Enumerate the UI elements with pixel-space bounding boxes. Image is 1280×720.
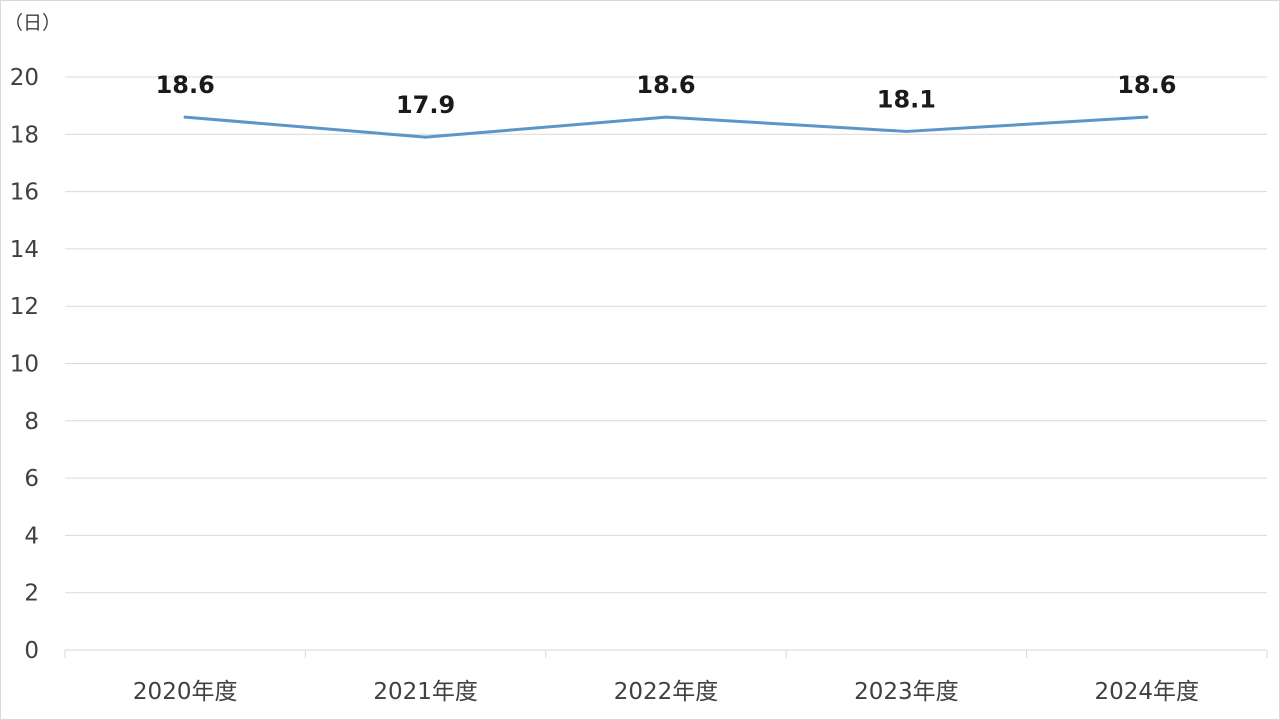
y-tick-label: 18 bbox=[10, 122, 39, 148]
y-tick-label: 8 bbox=[24, 409, 39, 435]
y-tick-label: 0 bbox=[24, 638, 39, 664]
y-axis-unit-label: （日） bbox=[4, 12, 61, 34]
y-tick-label: 12 bbox=[10, 294, 39, 320]
y-tick-label: 6 bbox=[24, 466, 39, 492]
data-point bbox=[904, 129, 908, 133]
data-point bbox=[183, 115, 187, 119]
x-tick-label: 2024年度 bbox=[1095, 679, 1200, 705]
data-point bbox=[664, 115, 668, 119]
x-tick-label: 2021年度 bbox=[373, 679, 478, 705]
data-label: 18.6 bbox=[156, 71, 215, 99]
x-tick-label: 2023年度 bbox=[854, 679, 959, 705]
y-tick-label: 2 bbox=[24, 581, 39, 607]
y-tick-label: 10 bbox=[10, 352, 39, 378]
gridlines bbox=[65, 76, 1267, 594]
data-label: 18.1 bbox=[877, 85, 936, 113]
x-tick-label: 2020年度 bbox=[133, 679, 238, 705]
data-point bbox=[424, 135, 428, 139]
axes: 0 2 4 6 8 10 12 14 16 18 20 2020年度 2021年度 2022年度 2023年… bbox=[10, 65, 1268, 705]
data-labels: 18.6 17.9 18.6 18.1 18.6 bbox=[156, 71, 1177, 119]
data-point bbox=[1145, 115, 1149, 119]
data-label: 17.9 bbox=[396, 91, 455, 119]
series bbox=[183, 115, 1149, 139]
y-tick-label: 4 bbox=[24, 523, 39, 549]
y-tick-label: 20 bbox=[10, 65, 39, 91]
data-label: 18.6 bbox=[1117, 71, 1176, 99]
y-tick-label: 14 bbox=[10, 237, 39, 263]
x-tick-label: 2022年度 bbox=[614, 679, 719, 705]
data-label: 18.6 bbox=[636, 71, 695, 99]
y-tick-label: 16 bbox=[10, 180, 39, 206]
